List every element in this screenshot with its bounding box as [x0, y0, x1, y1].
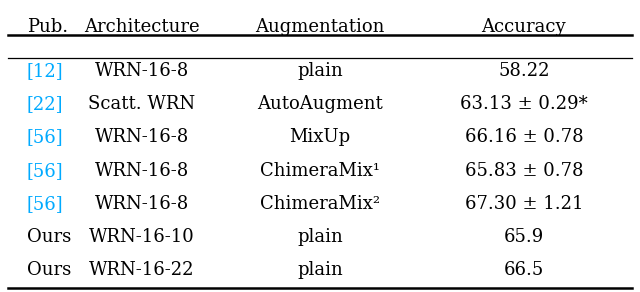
Text: [12]: [12] [27, 62, 63, 80]
Text: WRN-16-8: WRN-16-8 [95, 128, 189, 146]
Text: 65.83 ± 0.78: 65.83 ± 0.78 [465, 161, 583, 180]
Text: WRN-16-8: WRN-16-8 [95, 195, 189, 213]
Text: Scatt. WRN: Scatt. WRN [88, 95, 195, 113]
Text: 65.9: 65.9 [504, 228, 544, 246]
Text: Augmentation: Augmentation [255, 18, 385, 36]
Text: [56]: [56] [27, 128, 63, 146]
Text: AutoAugment: AutoAugment [257, 95, 383, 113]
Text: plain: plain [297, 261, 343, 279]
Text: 66.16 ± 0.78: 66.16 ± 0.78 [465, 128, 583, 146]
Text: Ours: Ours [27, 228, 71, 246]
Text: 58.22: 58.22 [498, 62, 550, 80]
Text: plain: plain [297, 228, 343, 246]
Text: 67.30 ± 1.21: 67.30 ± 1.21 [465, 195, 583, 213]
Text: Accuracy: Accuracy [481, 18, 566, 36]
Text: 63.13 ± 0.29*: 63.13 ± 0.29* [460, 95, 588, 113]
Text: WRN-16-22: WRN-16-22 [89, 261, 195, 279]
Text: Ours: Ours [27, 261, 71, 279]
Text: ChimeraMix²: ChimeraMix² [260, 195, 380, 213]
Text: WRN-16-10: WRN-16-10 [89, 228, 195, 246]
Text: Pub.: Pub. [27, 18, 68, 36]
Text: [56]: [56] [27, 161, 63, 180]
Text: ChimeraMix¹: ChimeraMix¹ [260, 161, 380, 180]
Text: 66.5: 66.5 [504, 261, 544, 279]
Text: WRN-16-8: WRN-16-8 [95, 62, 189, 80]
Text: Architecture: Architecture [84, 18, 200, 36]
Text: plain: plain [297, 62, 343, 80]
Text: [56]: [56] [27, 195, 63, 213]
Text: [22]: [22] [27, 95, 63, 113]
Text: MixUp: MixUp [289, 128, 351, 146]
Text: WRN-16-8: WRN-16-8 [95, 161, 189, 180]
